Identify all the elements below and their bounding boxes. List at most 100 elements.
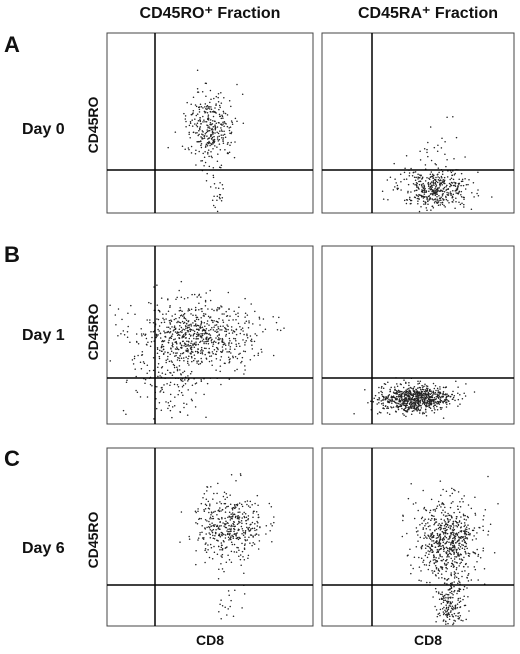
event-dot (452, 540, 455, 542)
event-dot (423, 148, 426, 150)
event-dot (226, 614, 228, 616)
event-dot (224, 344, 227, 346)
event-dot (217, 140, 220, 142)
event-dot (194, 104, 197, 106)
event-dot (169, 393, 172, 396)
event-dot (446, 184, 448, 187)
event-dot (195, 316, 198, 318)
event-dot (464, 524, 466, 526)
event-dot (208, 130, 210, 132)
event-dot (414, 403, 417, 405)
event-dot (210, 108, 213, 111)
event-dot (390, 406, 392, 408)
event-dot (436, 532, 439, 535)
event-dot (450, 590, 453, 593)
event-dot (445, 165, 447, 168)
event-dot (251, 527, 254, 530)
event-dot (395, 389, 398, 392)
event-dot (460, 619, 462, 622)
event-dot (198, 518, 200, 520)
event-dot (148, 369, 151, 372)
event-dot (198, 130, 200, 132)
event-dot (231, 515, 234, 518)
event-dot (444, 529, 446, 532)
event-dot (217, 321, 219, 324)
event-dot (413, 390, 416, 392)
event-dot (441, 539, 444, 541)
event-dot (221, 340, 224, 343)
event-dot (156, 284, 158, 286)
event-dot (453, 488, 455, 491)
event-dot (257, 521, 259, 524)
event-dot (414, 408, 416, 411)
event-dot (431, 198, 434, 200)
event-dot (215, 122, 218, 124)
event-dot (231, 534, 233, 537)
event-dot (441, 568, 444, 570)
event-dot (221, 568, 224, 570)
event-dot (465, 542, 468, 545)
event-dot (376, 413, 379, 415)
event-dot (406, 409, 409, 411)
event-dot (250, 303, 252, 305)
event-dot (436, 150, 439, 153)
event-dot (429, 525, 431, 527)
event-dot (208, 525, 210, 528)
event-dot (433, 523, 435, 526)
event-dot (186, 414, 189, 416)
event-dot (210, 486, 212, 488)
event-dot (180, 280, 183, 283)
event-dot (239, 554, 242, 556)
event-dot (212, 345, 214, 348)
event-dot (442, 188, 445, 190)
event-dot (178, 357, 180, 359)
event-dot (230, 120, 233, 122)
event-dot (145, 337, 148, 340)
event-dot (449, 185, 451, 188)
event-dot (253, 543, 256, 545)
event-dot (187, 297, 189, 299)
event-dot (207, 339, 210, 341)
event-dot (201, 90, 204, 93)
event-dot (187, 378, 190, 381)
event-dot (446, 602, 449, 604)
event-dot (427, 155, 429, 158)
event-dot (411, 406, 413, 408)
event-dot (176, 384, 179, 386)
event-dot (181, 145, 184, 147)
event-dot (220, 525, 222, 527)
event-dot (172, 329, 175, 332)
event-dot (458, 190, 461, 193)
event-dot (452, 193, 455, 196)
event-dot (450, 194, 452, 197)
event-dot (241, 517, 243, 519)
event-dot (460, 190, 463, 193)
event-dot (418, 210, 421, 213)
event-dot (173, 326, 176, 329)
event-dot (424, 188, 426, 190)
event-dot (423, 401, 425, 403)
event-dot (224, 517, 226, 520)
event-dot (446, 610, 448, 613)
event-dot (229, 126, 232, 128)
event-dot (403, 178, 405, 181)
event-dot (216, 502, 218, 504)
event-dot (195, 318, 198, 320)
event-dot (404, 407, 406, 410)
event-dot (454, 561, 456, 563)
event-dot (449, 605, 452, 607)
event-dot (412, 503, 415, 505)
event-dot (158, 401, 161, 404)
event-dot (211, 199, 214, 201)
event-dot (227, 532, 229, 535)
event-dot (211, 351, 214, 353)
event-dot (215, 103, 217, 105)
event-dot (224, 507, 227, 509)
event-dot (125, 413, 127, 416)
event-dot (415, 394, 417, 397)
event-dot (439, 593, 442, 595)
event-dot (201, 361, 203, 363)
event-dot (206, 130, 209, 133)
event-dot (441, 401, 444, 403)
event-dot (217, 92, 220, 95)
